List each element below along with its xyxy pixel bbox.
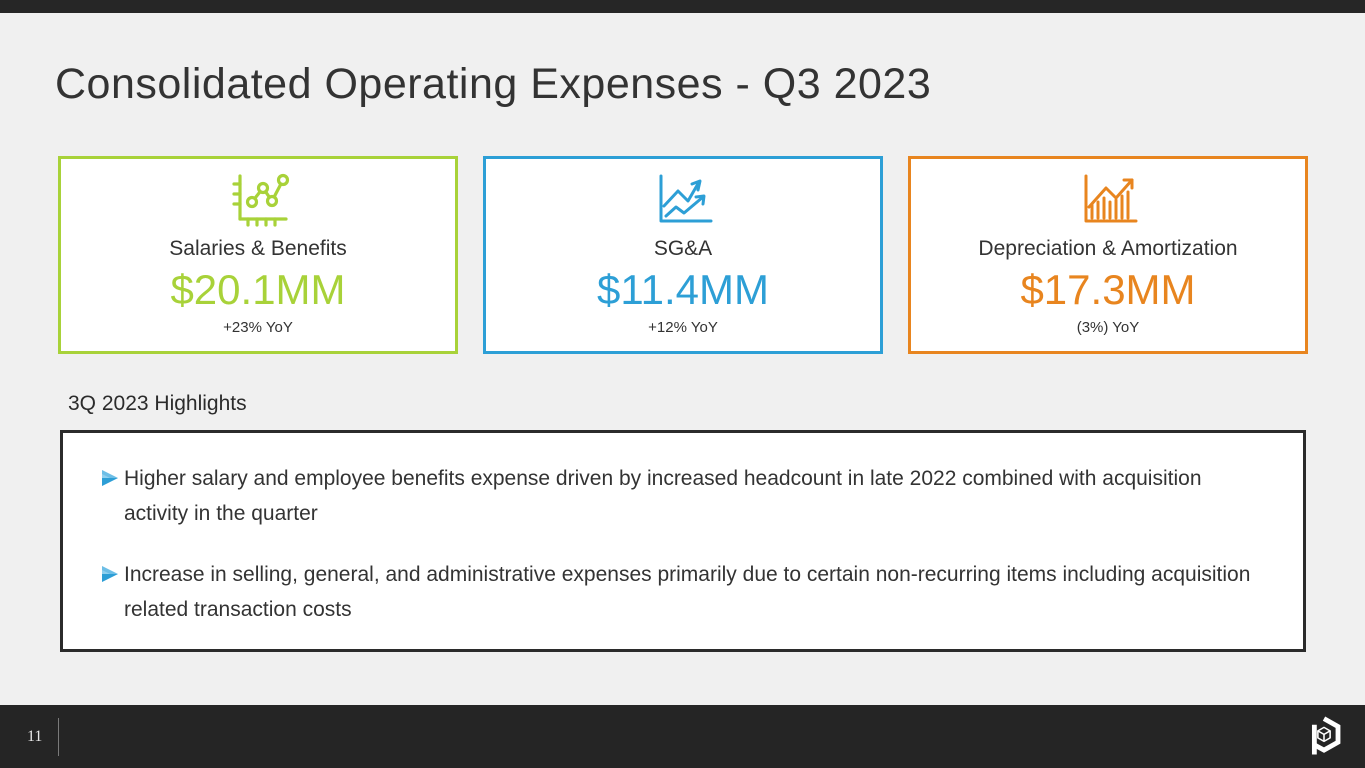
bullet-arrow-icon: [102, 566, 118, 582]
card-depreciation-amortization: Depreciation & Amortization $17.3MM (3%)…: [908, 156, 1308, 354]
card-yoy-change: +12% YoY: [648, 319, 718, 336]
card-label: Depreciation & Amortization: [978, 237, 1238, 260]
footer-bar: 11: [0, 705, 1365, 768]
card-value: $17.3MM: [1020, 266, 1196, 313]
trend-lines-arrows-icon: [659, 174, 713, 223]
top-accent-bar: [0, 0, 1365, 13]
list-item: Higher salary and employee benefits expe…: [96, 461, 1263, 531]
highlights-heading: 3Q 2023 Highlights: [68, 392, 247, 415]
page-number: 11: [27, 727, 43, 745]
card-sga: SG&A $11.4MM +12% YoY: [483, 156, 883, 354]
bar-chart-trend-icon: [1084, 174, 1138, 223]
line-chart-dots-icon: [232, 173, 290, 227]
highlight-text: Increase in selling, general, and admini…: [124, 563, 1251, 621]
highlight-text: Higher salary and employee benefits expe…: [124, 467, 1202, 525]
page-title: Consolidated Operating Expenses - Q3 202…: [55, 60, 932, 108]
metric-cards-row: Salaries & Benefits $20.1MM +23% YoY SG&…: [58, 156, 1308, 354]
card-value: $11.4MM: [597, 266, 769, 313]
card-label: SG&A: [653, 237, 713, 260]
bullet-arrow-icon: [102, 470, 118, 486]
card-label: Salaries & Benefits: [169, 237, 347, 260]
card-yoy-change: (3%) YoY: [1076, 319, 1140, 336]
card-yoy-change: +23% YoY: [223, 319, 293, 336]
company-logo-icon: [1311, 716, 1341, 754]
card-value: $20.1MM: [170, 266, 346, 313]
card-salaries-benefits: Salaries & Benefits $20.1MM +23% YoY: [58, 156, 458, 354]
footer-divider: [58, 717, 60, 756]
list-item: Increase in selling, general, and admini…: [96, 557, 1263, 627]
highlights-box: Higher salary and employee benefits expe…: [60, 430, 1306, 652]
